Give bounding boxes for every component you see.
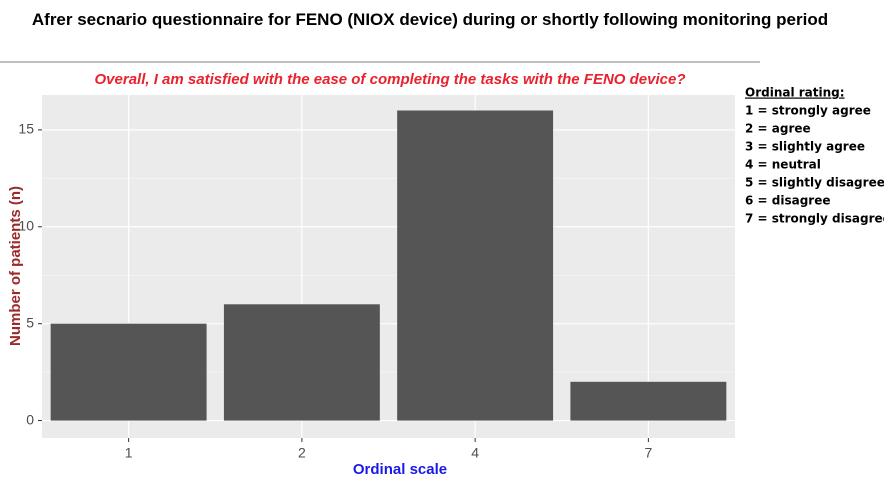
legend-item: 4 = neutral	[745, 158, 821, 172]
legend-item: 6 = disagree	[745, 194, 831, 208]
chart-title: Afrer secnario questionnaire for FENO (N…	[31, 10, 829, 29]
y-tick-label: 15	[18, 121, 34, 137]
x-tick-label: 2	[298, 445, 306, 461]
y-tick-label: 0	[26, 411, 34, 427]
legend-title: Ordinal rating:	[745, 86, 845, 100]
legend-item: 3 = slightly agree	[745, 140, 865, 154]
bar	[223, 304, 380, 421]
y-axis-label: Number of patients (n)	[7, 186, 24, 346]
legend-item: 5 = slightly disagree	[745, 176, 884, 190]
x-tick-label: 7	[644, 445, 652, 461]
bar	[50, 323, 207, 421]
x-tick-label: 1	[125, 445, 133, 461]
y-tick-label: 5	[26, 314, 34, 330]
bar	[397, 110, 554, 421]
subtitle: Overall, I am satisfied with the ease of…	[95, 71, 686, 88]
legend-item: 7 = strongly disagree	[745, 212, 884, 226]
legend-item: 2 = agree	[745, 122, 811, 136]
x-axis-label: Ordinal scale	[353, 461, 447, 478]
x-tick-label: 4	[471, 445, 479, 461]
bar	[570, 381, 727, 421]
legend-item: 1 = strongly agree	[745, 104, 871, 118]
y-tick-label: 10	[18, 217, 34, 233]
